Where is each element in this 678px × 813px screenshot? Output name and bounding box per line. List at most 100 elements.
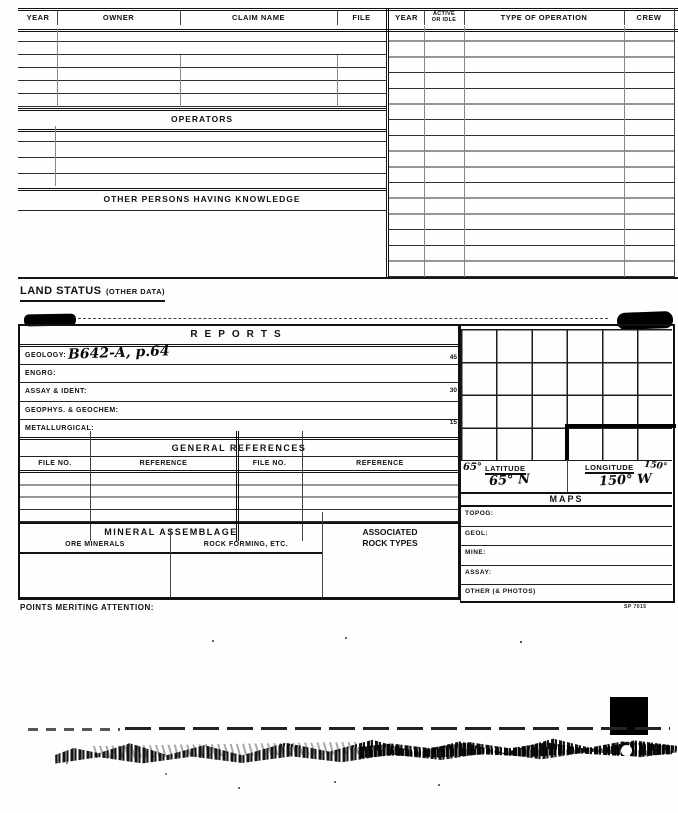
report-row-metallurgical: METALLURGICAL: xyxy=(20,420,458,440)
divider xyxy=(57,10,58,25)
grid-tick-30: 30 xyxy=(449,387,457,394)
genref-col-reference: REFERENCE xyxy=(139,459,188,467)
scan-speck xyxy=(438,784,440,786)
other-persons-heading: OTHER PERSONS HAVING KNOWLEDGE xyxy=(18,188,386,211)
latitude-handwritten-value: 65° N xyxy=(488,471,531,490)
rule xyxy=(461,525,672,527)
maps-row-mine: MINE: xyxy=(461,546,672,566)
grid-mark-vertical xyxy=(565,424,569,460)
claims-col-claim-name: CLAIM NAME xyxy=(232,13,285,22)
divider xyxy=(624,10,625,25)
scan-artifact-dashes xyxy=(78,318,608,319)
divider xyxy=(236,431,239,541)
ops-col-crew: CREW xyxy=(636,13,662,22)
operations-empty-rows xyxy=(389,26,675,277)
report-row-label: GEOPHYS. & GEOCHEM: xyxy=(25,406,119,414)
divider xyxy=(57,29,58,107)
divider xyxy=(302,431,303,541)
divider xyxy=(674,8,675,277)
land-status-sub-label: (OTHER DATA) xyxy=(105,287,165,296)
rock-forming-col: ROCK FORMING, ETC. xyxy=(203,540,289,548)
report-row-label: ENGRG: xyxy=(25,370,56,378)
report-row-engrg: ENGRG: xyxy=(20,365,458,384)
coordinates-row: 65° LATITUDE 65° N LONGITUDE 150° 150° W xyxy=(461,460,672,494)
ops-col-year: YEAR xyxy=(395,13,418,22)
report-row-assay-ident: ASSAY & IDENT: xyxy=(20,383,458,402)
divider xyxy=(180,55,181,107)
divider xyxy=(180,10,181,25)
report-row-geophys-geochem: GEOPHYS. & GEOCHEM: xyxy=(20,402,458,420)
grid-mark-horizontal xyxy=(566,424,676,428)
scan-artifact-dashes xyxy=(28,728,120,731)
claims-col-file: FILE xyxy=(352,13,371,22)
scan-artifact-crescent xyxy=(621,745,632,756)
report-row-geology: GEOLOGY: B642-A, p.64 xyxy=(20,343,458,366)
latitude-label: LATITUDE xyxy=(485,464,526,475)
report-row-handwritten-value: B642-A, p.64 xyxy=(67,343,170,363)
mineral-columns-header: ORE MINERALS ROCK FORMING, ETC. xyxy=(20,539,458,554)
ops-col-active-idle: ACTIVE OR IDLE xyxy=(431,11,457,23)
genref-empty-rows xyxy=(20,472,458,522)
section-rule xyxy=(18,277,678,279)
scan-speck xyxy=(520,641,522,643)
reports-title: REPORTS xyxy=(20,326,458,347)
scan-speck xyxy=(345,637,347,639)
divider xyxy=(424,10,425,25)
divider xyxy=(337,10,338,25)
scan-speck xyxy=(66,762,68,764)
grid-tick-15: 15 xyxy=(449,419,457,426)
ore-minerals-col: ORE MINERALS xyxy=(65,540,125,548)
genref-col-file-no: FILE NO. xyxy=(38,459,72,467)
general-references-header-row: FILE NO. REFERENCE FILE NO. REFERENCE xyxy=(20,457,458,473)
table-separator xyxy=(386,8,389,278)
longitude-label: LONGITUDE xyxy=(585,463,634,474)
divider xyxy=(424,26,425,277)
scan-artifact-line xyxy=(125,727,670,730)
maps-row-label: GEOL: xyxy=(465,529,489,537)
scan-speck xyxy=(238,787,240,789)
divider xyxy=(624,26,625,277)
maps-row-topog: TOPOG: xyxy=(461,507,672,527)
latitude-handwritten-prefix: 65° xyxy=(463,462,482,473)
maps-title: MAPS xyxy=(461,492,672,507)
form-number: SP 7015 xyxy=(624,604,647,610)
maps-row-label: TOPOG: xyxy=(465,510,494,517)
divider xyxy=(567,460,568,492)
land-status-heading: LAND STATUS (OTHER DATA) xyxy=(20,281,165,302)
ops-col-type-of-operation: TYPE OF OPERATION xyxy=(500,13,588,22)
points-meriting-attention-heading: POINTS MERITING ATTENTION: xyxy=(20,603,154,612)
genref-col-file-no-2: FILE NO. xyxy=(252,459,287,467)
maps-row-other: OTHER (& PHOTOS) xyxy=(461,585,672,602)
divider xyxy=(170,530,171,597)
claims-empty-rows xyxy=(18,29,386,108)
rule xyxy=(20,551,322,554)
claims-col-year: YEAR xyxy=(26,13,50,22)
scan-speck xyxy=(165,773,167,775)
operators-empty-rows xyxy=(18,126,386,187)
rule xyxy=(461,545,672,547)
report-row-label: GEOLOGY: xyxy=(25,352,67,359)
rule xyxy=(461,564,672,566)
associated-rock-types-title: ASSOCIATED ROCK TYPES xyxy=(362,526,418,548)
rule xyxy=(461,584,672,586)
mineral-assemblage-header: MINERAL ASSEMBLAGE ASSOCIATED ROCK TYPES xyxy=(20,521,458,548)
grid-tick-45: 45 xyxy=(449,354,457,361)
divider xyxy=(337,55,338,107)
report-row-label: ASSAY & IDENT: xyxy=(25,388,87,396)
general-references-title: GENERAL REFERENCES xyxy=(20,440,458,457)
divider xyxy=(322,512,323,597)
scan-speck xyxy=(334,781,336,783)
maps-row-label: OTHER (& PHOTOS) xyxy=(465,588,536,596)
maps-row-assay: ASSAY: xyxy=(461,566,672,586)
report-row-label: METALLURGICAL: xyxy=(25,424,95,432)
location-maps-box: 65° LATITUDE 65° N LONGITUDE 150° 150° W… xyxy=(460,324,676,603)
scan-speck xyxy=(212,640,214,642)
longitude-handwritten-value: 150° W xyxy=(598,471,653,490)
divider xyxy=(464,10,465,25)
divider xyxy=(464,26,465,277)
maps-row-geol: GEOL: xyxy=(461,527,672,547)
mineral-assemblage-title: MINERAL ASSEMBLAGE xyxy=(104,526,238,537)
reports-box: REPORTS GEOLOGY: B642-A, p.64 ENGRG: ASS… xyxy=(18,324,460,600)
land-status-label: LAND STATUS xyxy=(20,285,102,297)
